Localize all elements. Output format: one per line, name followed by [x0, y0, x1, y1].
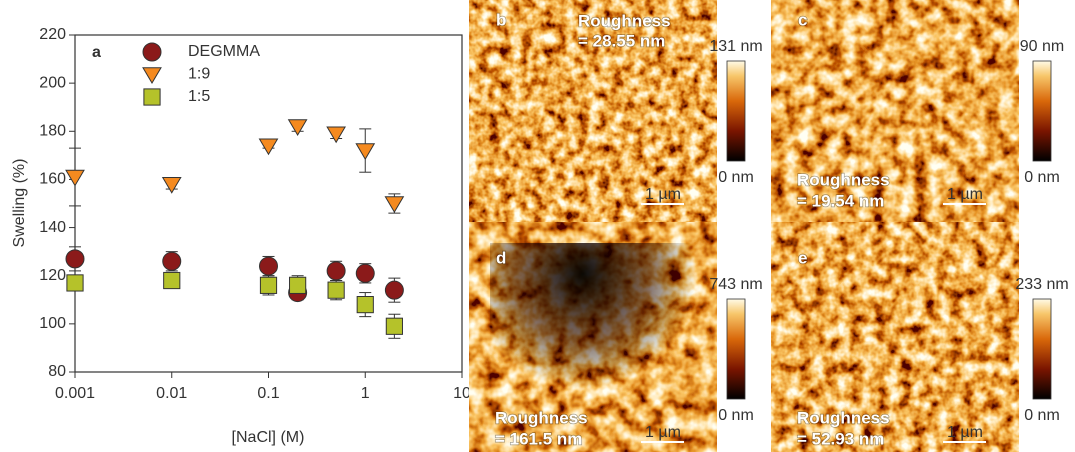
panel-letter: c	[798, 10, 807, 29]
data-point	[386, 318, 402, 334]
legend-label: 1:9	[188, 66, 210, 83]
x-tick-label: 0.01	[156, 385, 187, 402]
scale-bar-label: 1 µm	[947, 424, 983, 441]
roughness-value: = 28.55 nm	[578, 31, 665, 50]
roughness-label: Roughness	[495, 408, 588, 427]
data-point	[260, 139, 278, 154]
scale-bar-label: 1 µm	[947, 186, 983, 203]
x-tick-label: 1	[361, 385, 370, 402]
legend-label: 1:5	[188, 88, 210, 105]
y-tick-label: 120	[39, 267, 66, 284]
colorbar	[1033, 61, 1051, 161]
panel-letter: a	[92, 44, 101, 61]
y-tick-label: 100	[39, 315, 66, 332]
y-tick-label: 80	[48, 363, 66, 380]
panel-letter: d	[496, 248, 506, 267]
data-point	[290, 277, 306, 293]
plot-frame	[75, 35, 462, 372]
roughness-value: = 52.93 nm	[797, 429, 884, 448]
y-tick-label: 160	[39, 171, 66, 188]
colorbar-min: 0 nm	[1024, 407, 1060, 424]
data-point	[357, 297, 373, 313]
colorbar	[1033, 299, 1051, 399]
data-point	[163, 177, 181, 192]
colorbar-max: 90 nm	[1020, 38, 1064, 55]
data-point	[327, 127, 345, 142]
colorbar	[727, 299, 745, 399]
data-point	[67, 275, 83, 291]
colorbar	[727, 61, 745, 161]
roughness-value: = 19.54 nm	[797, 191, 884, 210]
data-point	[66, 250, 84, 268]
y-tick-label: 220	[39, 26, 66, 43]
data-point	[327, 262, 345, 280]
x-axis-title: [NaCl] (M)	[232, 429, 305, 446]
x-tick-label: 10	[453, 385, 471, 402]
data-point	[356, 144, 374, 159]
colorbar-max: 131 nm	[709, 38, 762, 55]
data-point	[66, 170, 84, 185]
roughness-label: Roughness	[797, 170, 890, 189]
y-tick-label: 180	[39, 123, 66, 140]
roughness-label: Roughness	[797, 408, 890, 427]
data-point	[328, 282, 344, 298]
data-point	[385, 197, 403, 212]
legend-marker	[143, 43, 161, 61]
scale-bar-label: 1 µm	[645, 424, 681, 441]
data-point	[260, 277, 276, 293]
colorbar-max: 233 nm	[1015, 276, 1068, 293]
data-point	[164, 272, 180, 288]
data-point	[289, 120, 307, 135]
y-axis-title: Swelling (%)	[11, 159, 28, 248]
colorbar-min: 0 nm	[1024, 169, 1060, 186]
colorbar-min: 0 nm	[718, 407, 754, 424]
panel-letter: b	[496, 10, 506, 29]
y-tick-label: 200	[39, 74, 66, 91]
colorbar-max: 743 nm	[709, 276, 762, 293]
legend-marker	[144, 89, 160, 105]
panel-letter: e	[798, 248, 807, 267]
legend-label: DEGMMA	[188, 43, 260, 60]
legend-marker	[143, 68, 161, 83]
roughness-label: Roughness	[578, 11, 671, 30]
colorbar-min: 0 nm	[718, 169, 754, 186]
y-tick-label: 140	[39, 219, 66, 236]
scale-bar-label: 1 µm	[645, 186, 681, 203]
roughness-value: = 161.5 nm	[495, 429, 582, 448]
x-tick-label: 0.001	[55, 385, 95, 402]
data-point	[356, 264, 374, 282]
data-point	[163, 252, 181, 270]
data-point	[385, 281, 403, 299]
x-tick-label: 0.1	[257, 385, 279, 402]
data-point	[260, 257, 278, 275]
figure: a [NaCl] (M) Swelling (%) 80 100 120 140 160…	[0, 0, 1075, 452]
